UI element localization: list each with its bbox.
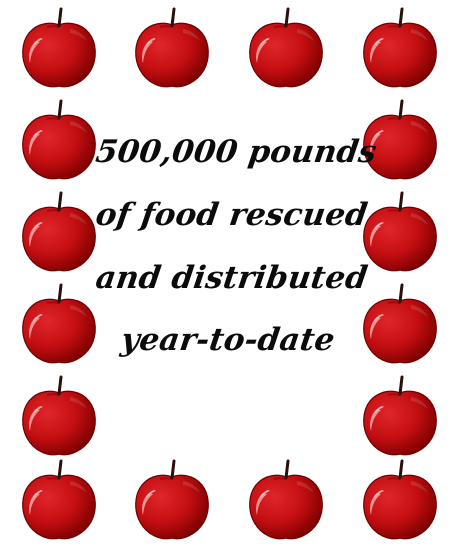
apple-icon <box>353 278 445 370</box>
apple-icon <box>12 2 104 94</box>
apple-icon <box>12 370 104 462</box>
apple-icon <box>12 454 104 546</box>
apple-icon <box>353 454 445 546</box>
apple-icon <box>125 2 217 94</box>
apple-icon <box>353 2 445 94</box>
apple-icon <box>239 454 331 546</box>
apple-icon <box>12 186 104 278</box>
message-line: of food rescued <box>93 197 370 233</box>
apple-icon <box>12 94 104 186</box>
apple-icon <box>125 454 217 546</box>
message-line: year-to-date <box>118 322 338 358</box>
apple-icon <box>239 2 331 94</box>
apple-icon <box>12 278 104 370</box>
message-line: and distributed <box>93 260 370 296</box>
message-line: 500,000 pounds <box>93 134 379 170</box>
apple-icon <box>353 370 445 462</box>
food-rescue-message: 500,000 pounds of food rescued and distr… <box>93 118 379 408</box>
